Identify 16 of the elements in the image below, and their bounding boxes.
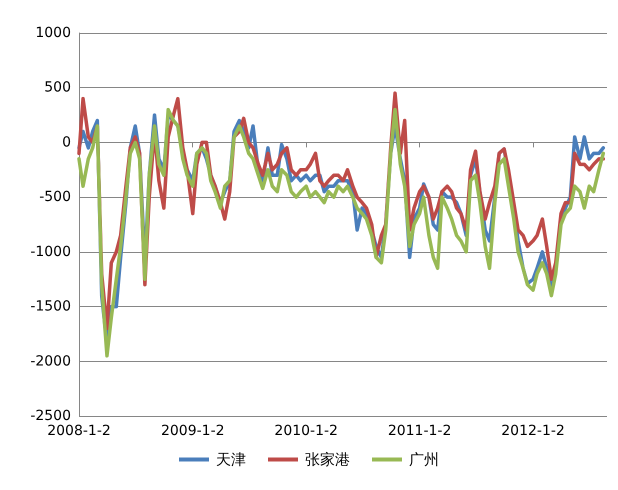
x-tick-label: 2011-1-2 <box>388 423 452 439</box>
y-tick-label: -1000 <box>30 244 71 260</box>
x-tick-label: 2009-1-2 <box>160 423 225 439</box>
y-tick-label: -2500 <box>30 408 71 424</box>
y-tick-label: -1500 <box>30 298 71 315</box>
legend-label: 广州 <box>409 450 439 468</box>
x-tick-label: 2008-1-2 <box>47 423 111 439</box>
y-tick-label: -2000 <box>30 353 71 370</box>
y-tick-label: 1000 <box>35 25 71 41</box>
y-tick-label: -500 <box>39 189 71 206</box>
x-tick-label: 2012-1-2 <box>501 423 565 439</box>
legend-label: 天津 <box>216 450 246 468</box>
x-tick-label: 2010-1-2 <box>274 423 338 439</box>
legend-label: 张家港 <box>305 450 350 468</box>
y-tick-label: 500 <box>44 80 71 96</box>
y-tick-label: 0 <box>62 134 71 150</box>
